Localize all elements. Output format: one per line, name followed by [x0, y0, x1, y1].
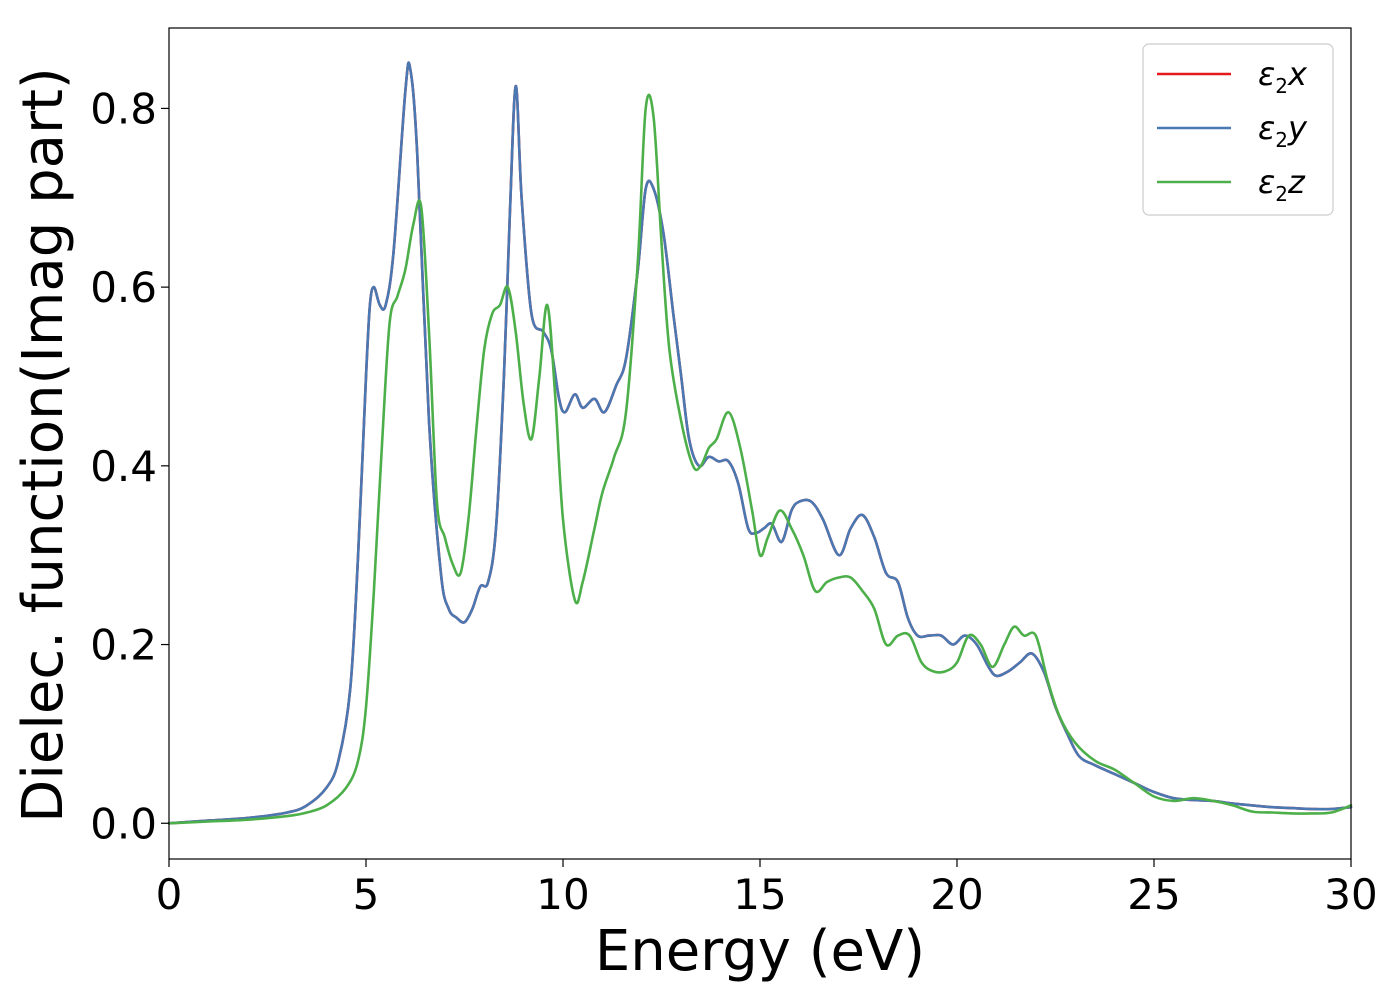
y-tick-label: 0.4 — [90, 442, 157, 491]
x-tick-label: 25 — [1127, 870, 1180, 919]
x-tick-label: 0 — [156, 870, 183, 919]
y-tick-label: 0.6 — [90, 263, 157, 312]
legend-label-0: ε2x — [1258, 55, 1308, 98]
y-axis-title: Dielec. function(Imag part) — [11, 67, 76, 823]
y-axis-ticks: 0.0 0.2 0.4 0.6 0.8 — [90, 84, 169, 848]
x-tick-label: 30 — [1324, 870, 1377, 919]
legend-box — [1142, 43, 1334, 216]
x-tick-label: 10 — [536, 870, 589, 919]
series-line-2 — [167, 93, 1353, 825]
legend: ε2x ε2y ε2z — [1142, 43, 1334, 216]
series-line-1 — [167, 61, 1353, 825]
y-tick-label: 0.2 — [90, 621, 157, 670]
y-tick-label: 0.8 — [90, 84, 157, 133]
x-tick-label: 15 — [733, 870, 786, 919]
x-axis-title: Energy (eV) — [595, 919, 925, 984]
x-tick-label: 5 — [353, 870, 380, 919]
series-lines — [167, 61, 1353, 825]
x-axis-ticks: 0 5 10 15 20 25 30 — [156, 859, 1378, 919]
y-tick-label: 0.0 — [90, 799, 157, 848]
x-tick-label: 20 — [930, 870, 983, 919]
legend-label-2: ε2z — [1258, 163, 1306, 206]
legend-label-1: ε2y — [1258, 109, 1308, 152]
